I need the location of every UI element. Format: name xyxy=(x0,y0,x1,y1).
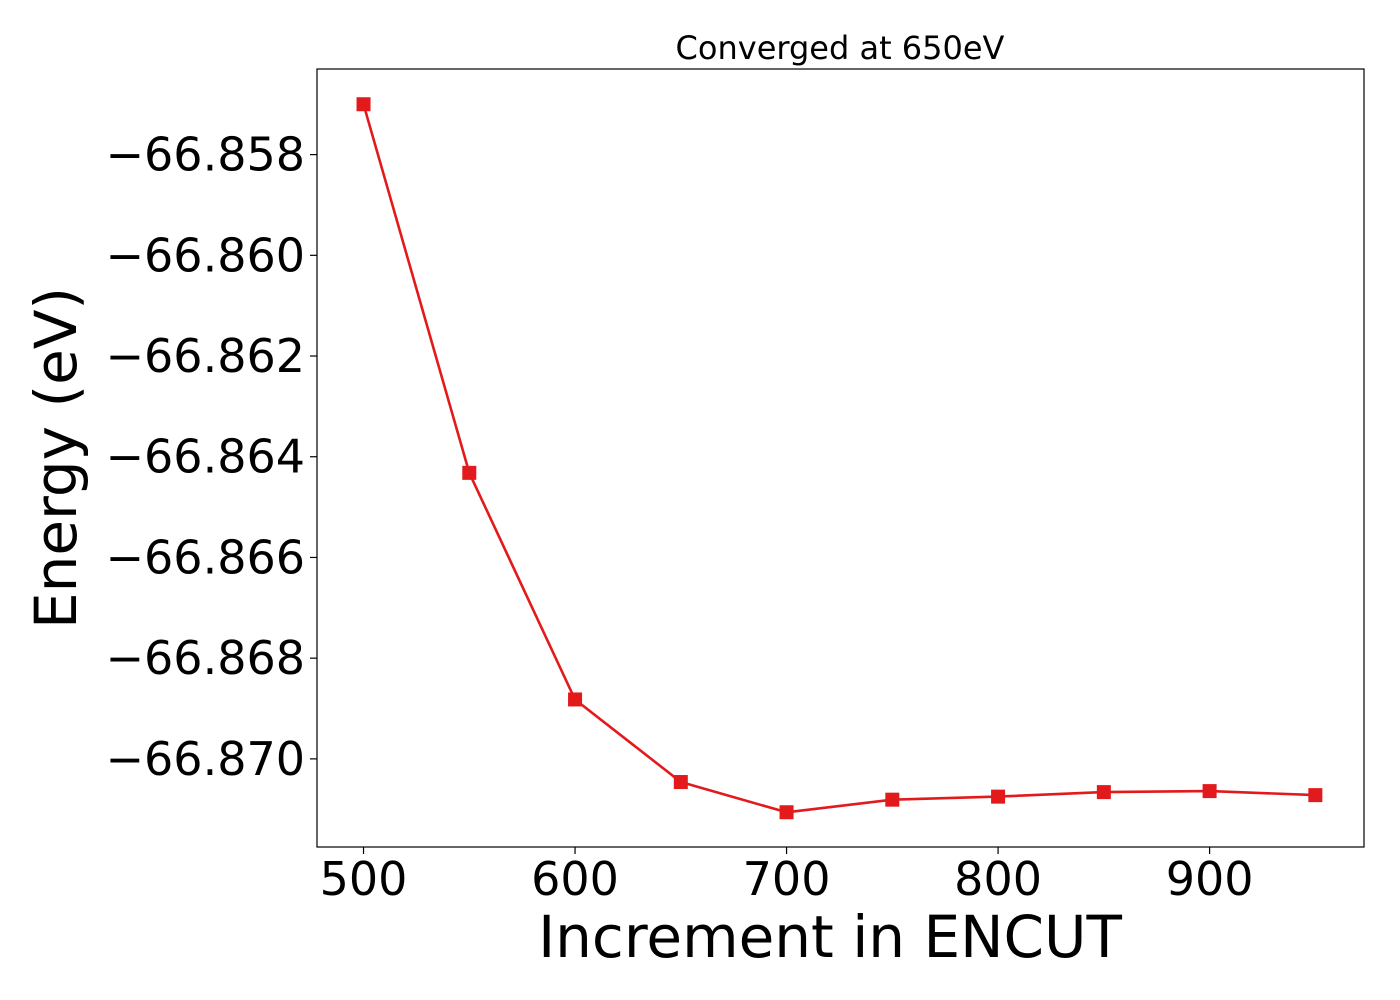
x-axis-label: Increment in ENCUT xyxy=(538,903,1122,971)
data-point-marker xyxy=(779,805,794,820)
x-tick-label: 800 xyxy=(954,852,1042,906)
y-tick-label: −66.864 xyxy=(106,430,306,484)
data-point-marker xyxy=(568,692,583,707)
series-line xyxy=(362,103,1316,814)
data-point-marker xyxy=(1308,788,1323,803)
x-tick-label: 700 xyxy=(743,852,831,906)
data-point-marker xyxy=(1096,785,1111,800)
chart-title: Converged at 650eV xyxy=(676,29,1005,67)
plot-frame xyxy=(316,68,1365,848)
y-axis-label: Energy (eV) xyxy=(22,287,90,629)
data-point-marker xyxy=(462,465,477,480)
y-tick-label: −66.870 xyxy=(106,732,306,786)
y-tick-label: −66.860 xyxy=(106,228,306,282)
data-point-marker xyxy=(991,789,1006,804)
series-layer xyxy=(356,97,1323,820)
y-tick-label: −66.868 xyxy=(106,631,306,685)
y-axis-ticks: −66.858 −66.860 −66.862 −66.864 −66.866 −66.8… xyxy=(106,128,317,786)
y-tick-label: −66.866 xyxy=(106,530,306,584)
data-point-marker xyxy=(356,97,371,112)
y-tick-label: −66.862 xyxy=(106,329,306,383)
data-point-marker xyxy=(673,775,688,790)
x-tick-label: 900 xyxy=(1166,852,1254,906)
data-point-marker xyxy=(1202,784,1217,799)
y-tick-label: −66.858 xyxy=(106,128,306,182)
x-tick-label: 500 xyxy=(320,852,408,906)
x-tick-label: 600 xyxy=(531,852,619,906)
x-axis-ticks: 500 600 700 800 900 xyxy=(320,847,1254,906)
data-point-marker xyxy=(885,792,900,807)
